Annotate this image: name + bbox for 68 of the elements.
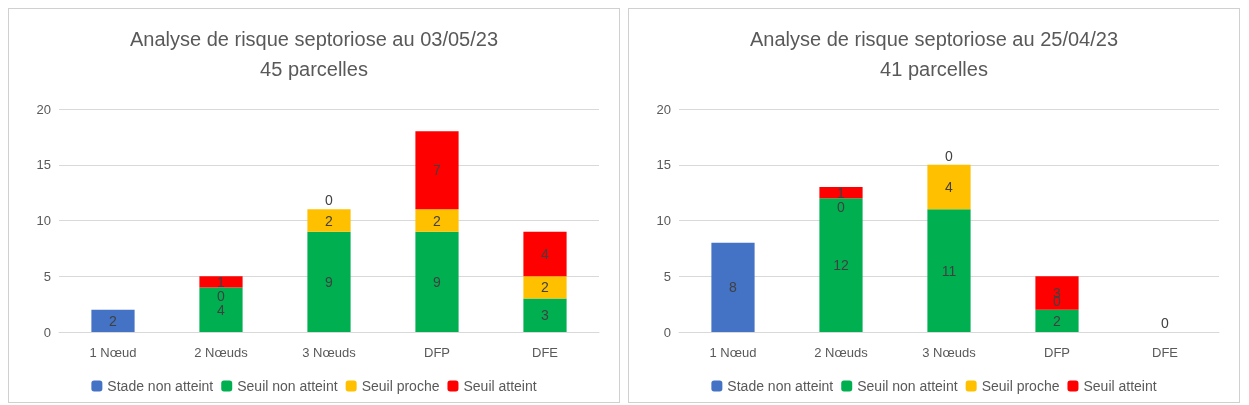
data-label: 0 bbox=[1161, 315, 1170, 331]
bar bbox=[819, 187, 863, 199]
bar bbox=[307, 231, 351, 332]
data-label: 12 bbox=[833, 257, 849, 274]
x-tick-label: 3 Nœuds bbox=[922, 345, 977, 360]
data-label: 8 bbox=[729, 279, 738, 296]
legend-label: Seuil non atteint bbox=[237, 378, 338, 394]
legend-label: Stade non atteint bbox=[107, 378, 214, 394]
chart-title: Analyse de risque septoriose au 25/04/23 41 parcelles bbox=[749, 28, 1119, 80]
bar bbox=[415, 209, 459, 232]
bar bbox=[523, 298, 567, 332]
data-label: 2 bbox=[541, 279, 550, 296]
x-tick-label: DFE bbox=[1152, 345, 1179, 360]
data-label: 2 bbox=[109, 312, 118, 329]
bar bbox=[1035, 276, 1079, 310]
y-tick-label: 0 bbox=[663, 324, 671, 340]
x-tick-label: 2 Nœuds bbox=[194, 345, 249, 360]
y-tick-label: 10 bbox=[656, 213, 671, 228]
y-tick-label: 15 bbox=[656, 157, 671, 173]
bar bbox=[307, 209, 351, 232]
x-tick-label: 1 Nœud bbox=[709, 345, 757, 360]
bar bbox=[523, 276, 567, 299]
legend-label: Stade non atteint bbox=[727, 378, 834, 394]
data-label: 2 bbox=[1053, 312, 1062, 329]
bar bbox=[415, 231, 459, 332]
data-label: 9 bbox=[325, 273, 334, 290]
bar bbox=[199, 276, 243, 288]
data-label: 0 bbox=[325, 192, 334, 209]
x-tick-label: DFP bbox=[1044, 345, 1070, 360]
data-label: 1 bbox=[837, 184, 846, 201]
legend-label: Seuil proche bbox=[361, 378, 440, 394]
bar bbox=[927, 209, 971, 332]
data-label: 2 bbox=[325, 212, 334, 229]
data-label: 4 bbox=[541, 245, 550, 262]
x-tick-label: 2 Nœuds bbox=[814, 345, 869, 360]
y-tick-label: 0 bbox=[43, 324, 51, 340]
bar bbox=[711, 242, 755, 332]
y-tick-label: 5 bbox=[43, 268, 51, 284]
x-tick-label: 1 Nœud bbox=[89, 345, 137, 360]
x-tick-label: 3 Nœuds bbox=[302, 345, 357, 360]
bar bbox=[927, 164, 971, 210]
y-tick-label: 10 bbox=[36, 213, 51, 228]
bar bbox=[199, 287, 243, 332]
legend-label: Seuil atteint bbox=[463, 378, 537, 394]
bar bbox=[91, 309, 135, 332]
legend-label: Seuil atteint bbox=[1083, 378, 1157, 394]
chart-title: Analyse de risque septoriose au 03/05/23 45 parcelles bbox=[129, 28, 499, 80]
data-label: 3 bbox=[541, 307, 550, 324]
legend-label: Seuil non atteint bbox=[857, 378, 958, 394]
data-label: 2 bbox=[433, 212, 442, 229]
y-tick-label: 20 bbox=[36, 101, 51, 117]
data-label: 9 bbox=[433, 273, 442, 290]
bar bbox=[415, 131, 459, 210]
data-label: 4 bbox=[945, 179, 954, 196]
data-label: 1 bbox=[217, 273, 226, 290]
x-tick-label: DFE bbox=[532, 345, 559, 360]
y-tick-label: 5 bbox=[663, 268, 671, 284]
data-label: 0 bbox=[945, 147, 954, 164]
bar bbox=[523, 231, 567, 277]
y-tick-label: 15 bbox=[36, 157, 51, 173]
data-label: 11 bbox=[941, 262, 957, 279]
data-label: 7 bbox=[433, 162, 442, 179]
x-tick-label: DFP bbox=[424, 345, 450, 360]
legend-label: Seuil proche bbox=[981, 378, 1060, 394]
y-tick-label: 20 bbox=[656, 101, 671, 117]
bar bbox=[1035, 309, 1079, 332]
bar bbox=[819, 198, 863, 332]
data-label: 0 bbox=[837, 199, 846, 216]
